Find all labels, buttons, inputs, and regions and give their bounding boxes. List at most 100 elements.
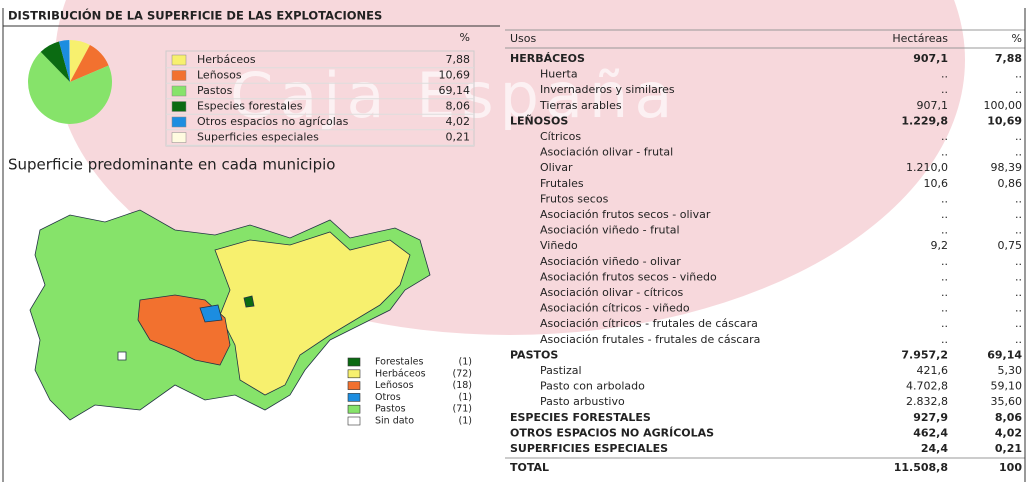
- legend-swatch: [171, 85, 187, 97]
- pie-slice: [28, 51, 113, 125]
- group-hectareas: 24,4: [921, 442, 948, 455]
- legend-swatch: [171, 70, 187, 81]
- item-hectareas: ..: [941, 270, 948, 283]
- item-pct: 0,86: [998, 177, 1023, 190]
- map-legend-swatch: [347, 393, 361, 402]
- item-label: Viñedo: [540, 239, 578, 252]
- item-hectareas: 907,1: [917, 99, 949, 112]
- map-legend-swatch: [347, 381, 361, 390]
- item-pct: ..: [1015, 192, 1022, 205]
- item-hectareas: 4.702,8: [906, 380, 948, 393]
- item-label: Cítricos: [540, 130, 581, 143]
- item-hectareas: 10,6: [924, 177, 949, 190]
- item-hectareas: 421,6: [917, 364, 949, 377]
- item-pct: ..: [1015, 286, 1022, 299]
- title: DISTRIBUCIÓN DE LA SUPERFICIE DE LAS EXP…: [8, 8, 382, 23]
- item-pct: ..: [1015, 208, 1022, 221]
- legend-label: Leñosos: [197, 69, 242, 82]
- item-label: Asociación viñedo - olivar: [540, 255, 681, 268]
- legend-label: Superficies especiales: [197, 131, 319, 144]
- item-pct: 35,60: [991, 395, 1023, 408]
- item-pct: 0,75: [998, 239, 1023, 252]
- group-label: OTROS ESPACIOS NO AGRÍCOLAS: [510, 426, 714, 439]
- item-pct: ..: [1015, 130, 1022, 143]
- item-label: Frutales: [540, 177, 584, 190]
- item-label: Frutos secos: [540, 192, 609, 205]
- item-label: Pasto con arbolado: [540, 380, 645, 393]
- map-legend-label: Herbáceos: [375, 368, 426, 379]
- item-hectareas: ..: [941, 208, 948, 221]
- item-pct: 5,30: [998, 364, 1023, 377]
- map-legend-label: Sin dato: [375, 416, 414, 427]
- item-pct: ..: [1015, 255, 1022, 268]
- group-pct: 10,69: [987, 114, 1022, 127]
- legend-value: 0,21: [446, 131, 471, 144]
- map-title: Superficie predominante en cada municipi…: [8, 156, 335, 174]
- table-header: Hectáreas: [892, 32, 948, 45]
- item-pct: ..: [1015, 83, 1022, 96]
- group-hectareas: 7.957,2: [901, 348, 948, 361]
- legend-value: 8,06: [446, 100, 471, 113]
- item-pct: 100,00: [984, 99, 1023, 112]
- map-legend-swatch: [347, 357, 361, 367]
- legend-header: %: [460, 31, 470, 44]
- item-label: Asociación frutos secos - olivar: [540, 208, 711, 221]
- item-hectareas: ..: [941, 68, 948, 81]
- total-cell: 100: [999, 461, 1022, 474]
- pie-slice: [58, 40, 70, 82]
- item-pct: ..: [1015, 302, 1022, 315]
- group-pct: 69,14: [987, 348, 1022, 361]
- item-pct: ..: [1015, 146, 1022, 159]
- group-label: PASTOS: [510, 348, 558, 361]
- map-legend-swatch: [347, 404, 361, 414]
- item-hectareas: 2.832,8: [906, 395, 948, 408]
- item-label: Tierras arables: [539, 99, 622, 112]
- total-cell: 11.508,8: [894, 461, 948, 474]
- item-label: Pasto arbustivo: [540, 395, 625, 408]
- item-pct: ..: [1015, 224, 1022, 237]
- legend-swatch: [171, 116, 187, 128]
- item-hectareas: 9,2: [931, 239, 949, 252]
- map: [29, 209, 431, 421]
- item-hectareas: ..: [941, 224, 948, 237]
- item-label: Asociación cítricos - frutales de cáscar…: [540, 317, 758, 330]
- table-header: Usos: [510, 32, 537, 45]
- map-legend-label: Pastos: [375, 404, 406, 415]
- group-hectareas: 462,4: [913, 426, 948, 439]
- legend-label: Especies forestales: [197, 100, 303, 113]
- total-cell: TOTAL: [510, 461, 549, 474]
- group-pct: 4,02: [995, 426, 1022, 439]
- group-pct: 8,06: [995, 411, 1022, 424]
- map-legend-label: Otros: [375, 392, 401, 403]
- map-legend-count: (1): [459, 357, 472, 368]
- pie-slice: [40, 41, 70, 82]
- group-hectareas: 927,9: [913, 411, 948, 424]
- pie-slice: [70, 40, 90, 82]
- map-legend-count: (1): [459, 392, 472, 403]
- legend-swatch: [171, 54, 187, 66]
- item-pct: ..: [1015, 317, 1022, 330]
- group-hectareas: 907,1: [913, 52, 948, 65]
- item-label: Asociación olivar - frutal: [540, 146, 673, 159]
- legend-swatch: [171, 132, 187, 143]
- item-label: Asociación frutales - frutales de cáscar…: [540, 333, 760, 346]
- map-legend-count: (72): [452, 368, 472, 379]
- group-label: HERBÁCEOS: [510, 52, 585, 65]
- legend-label: Herbáceos: [197, 53, 256, 66]
- map-legend-label: Forestales: [375, 357, 423, 368]
- legend-value: 69,14: [439, 84, 471, 97]
- item-hectareas: ..: [941, 255, 948, 268]
- legend-value: 4,02: [446, 115, 471, 128]
- map-legend-count: (18): [452, 380, 472, 391]
- pie-slice: [70, 45, 109, 82]
- pie-slice: [69, 40, 70, 82]
- item-label: Asociación cítricos - viñedo: [540, 302, 690, 315]
- item-hectareas: ..: [941, 302, 948, 315]
- table-header: %: [1012, 32, 1022, 45]
- legend-value: 7,88: [446, 53, 471, 66]
- map-legend-swatch: [347, 416, 361, 426]
- legend-label: Pastos: [197, 84, 233, 97]
- item-pct: 98,39: [991, 161, 1023, 174]
- item-hectareas: ..: [941, 146, 948, 159]
